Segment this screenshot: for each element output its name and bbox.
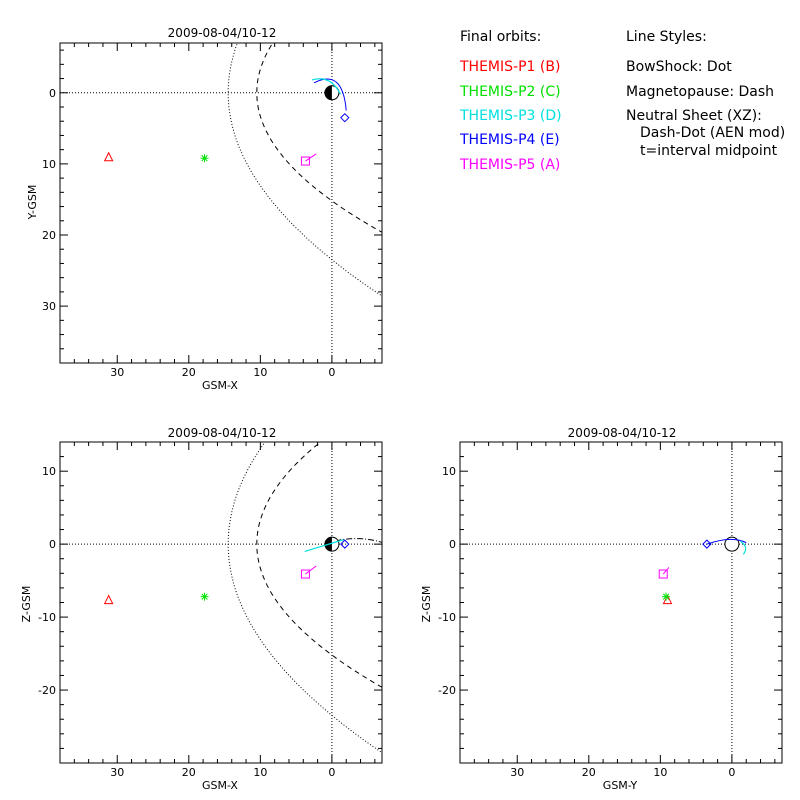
x-tick-label: 0 (328, 366, 335, 379)
line-style-bowshock: BowShock: Dot (626, 59, 732, 75)
orbit-track-p4 (313, 78, 347, 111)
x-tick-label: 20 (182, 766, 196, 779)
marker-p1 (103, 594, 114, 605)
earth-night-side-icon (324, 85, 332, 100)
magnetopause-curve (256, 442, 382, 688)
xy-orbit-panel: 2009-08-04/10-12 GSM-X Y-GSM 30 20 10 0 0 10 2… (26, 26, 383, 392)
earth-icon (724, 536, 740, 552)
plot-frame (459, 441, 783, 764)
line-style-magnetopause: Magnetopause: Dash (626, 84, 774, 100)
yz-panel-title: 2009-08-04/10-12 (568, 426, 677, 440)
marker-p5 (658, 569, 668, 579)
neutral-sheet-curve (324, 538, 382, 545)
marker-p5 (300, 569, 310, 579)
legend-orbit-p1: THEMIS-P1 (B) (459, 59, 560, 75)
plot-frame (59, 441, 383, 764)
y-tick-label: 0 (449, 538, 456, 551)
x-tick-label: 10 (253, 766, 267, 779)
x-tick-label: 0 (328, 766, 335, 779)
orbit-track-p5 (662, 567, 670, 575)
marker-p2 (200, 592, 209, 601)
legend: Final orbits: THEMIS-P1 (B) THEMIS-P2 (C… (459, 29, 785, 173)
x-tick-label: 30 (110, 766, 124, 779)
y-tick-label: 0 (49, 87, 56, 100)
marker-p2-stroke (662, 593, 670, 600)
y-tick-label: 30 (42, 300, 56, 313)
orbit-track-p3 (740, 540, 747, 555)
y-tick-label: 10 (42, 158, 56, 171)
xz-panel-ylabel: Z-GSM (20, 586, 33, 623)
line-style-dash-dot: Dash-Dot (AEN mod) (640, 125, 785, 141)
y-tick-label: 10 (442, 465, 456, 478)
bow-shock-curve (227, 442, 382, 754)
marker-p4 (702, 539, 712, 549)
marker-p2-stroke (201, 155, 208, 162)
xz-orbit-panel: 2009-08-04/10-12 GSM-X Z-GSM 30 20 10 0 10 0 -… (20, 426, 383, 792)
xy-panel-xlabel: GSM-X (202, 379, 238, 392)
y-tick-label: -10 (438, 611, 456, 624)
legend-orbit-p3: THEMIS-P3 (D) (459, 108, 562, 124)
marker-p4 (340, 539, 350, 549)
line-styles-heading: Line Styles: (626, 29, 707, 45)
xy-panel-title: 2009-08-04/10-12 (168, 26, 277, 40)
magnetopause-curve (256, 43, 382, 233)
y-tick-label: 10 (42, 465, 56, 478)
orbits-heading: Final orbits: (460, 29, 541, 45)
xy-panel-ylabel: Y-GSM (26, 185, 39, 221)
legend-orbit-p4: THEMIS-P4 (E) (459, 132, 560, 148)
marker-p4 (340, 112, 350, 123)
marker-p1 (662, 594, 673, 605)
plot-area (60, 442, 382, 763)
marker-p2 (200, 154, 209, 163)
legend-orbit-p5: THEMIS-P5 (A) (459, 157, 560, 173)
y-tick-label: -10 (38, 611, 56, 624)
orbit-track-p5 (305, 565, 317, 575)
x-tick-label: 30 (510, 766, 524, 779)
x-tick-label: 0 (728, 766, 735, 779)
yz-orbit-panel: 2009-08-04/10-12 GSM-Y Z-GSM 30 20 10 0 10 0 -… (420, 426, 783, 792)
y-tick-label: 20 (42, 229, 56, 242)
xz-panel-xlabel: GSM-X (202, 779, 238, 792)
line-style-neutral-sheet: Neutral Sheet (XZ): (626, 108, 762, 124)
x-tick-label: 20 (182, 366, 196, 379)
marker-p2-stroke (201, 593, 208, 600)
orbit-track-p4 (706, 538, 747, 545)
marker-p2 (662, 592, 671, 601)
orbit-track-p3 (311, 78, 342, 95)
y-tick-label: -20 (438, 684, 456, 697)
y-tick-label: -20 (38, 684, 56, 697)
yz-panel-xlabel: GSM-Y (603, 779, 638, 792)
orbit-track-p3 (304, 539, 344, 553)
x-tick-label: 10 (253, 366, 267, 379)
marker-p5 (300, 156, 310, 166)
yz-panel-ylabel: Z-GSM (420, 586, 433, 623)
plot-area (460, 442, 782, 763)
orbit-track-p5 (305, 153, 317, 162)
line-style-midpoint: t=interval midpoint (640, 143, 778, 159)
x-tick-label: 10 (653, 766, 667, 779)
plot-frame (59, 42, 383, 364)
plot-area (60, 43, 382, 363)
marker-p1 (103, 151, 114, 162)
legend-orbit-p2: THEMIS-P2 (C) (459, 84, 561, 100)
x-tick-label: 30 (110, 366, 124, 379)
xz-panel-title: 2009-08-04/10-12 (168, 426, 277, 440)
y-tick-label: 0 (49, 538, 56, 551)
x-tick-label: 20 (582, 766, 596, 779)
